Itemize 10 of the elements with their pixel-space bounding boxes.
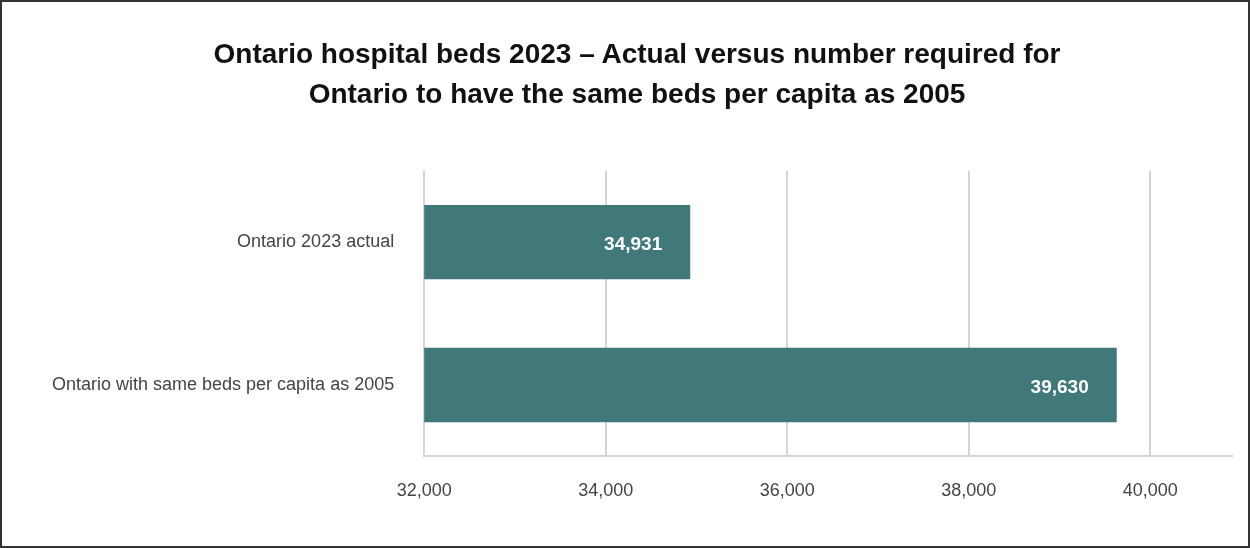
chart-title: Ontario hospital beds 2023 – Actual versus number required for Ontario to have the same beds per capita as 2005: [212, 37, 1062, 111]
x-tick-label: 40,000: [1122, 480, 1178, 501]
y-tick-label: Ontario 2023 actual: [237, 231, 395, 252]
data-label: 34,931: [604, 233, 663, 255]
x-tick-label: 38,000: [941, 480, 997, 501]
x-tick-label: 36,000: [759, 480, 815, 501]
data-label: 39,630: [1030, 376, 1089, 398]
x-tick-label: 32,000: [396, 480, 452, 501]
y-tick-label: Ontario with same beds per capita as 2005: [51, 373, 395, 394]
x-tick-label: 34,000: [578, 480, 634, 501]
